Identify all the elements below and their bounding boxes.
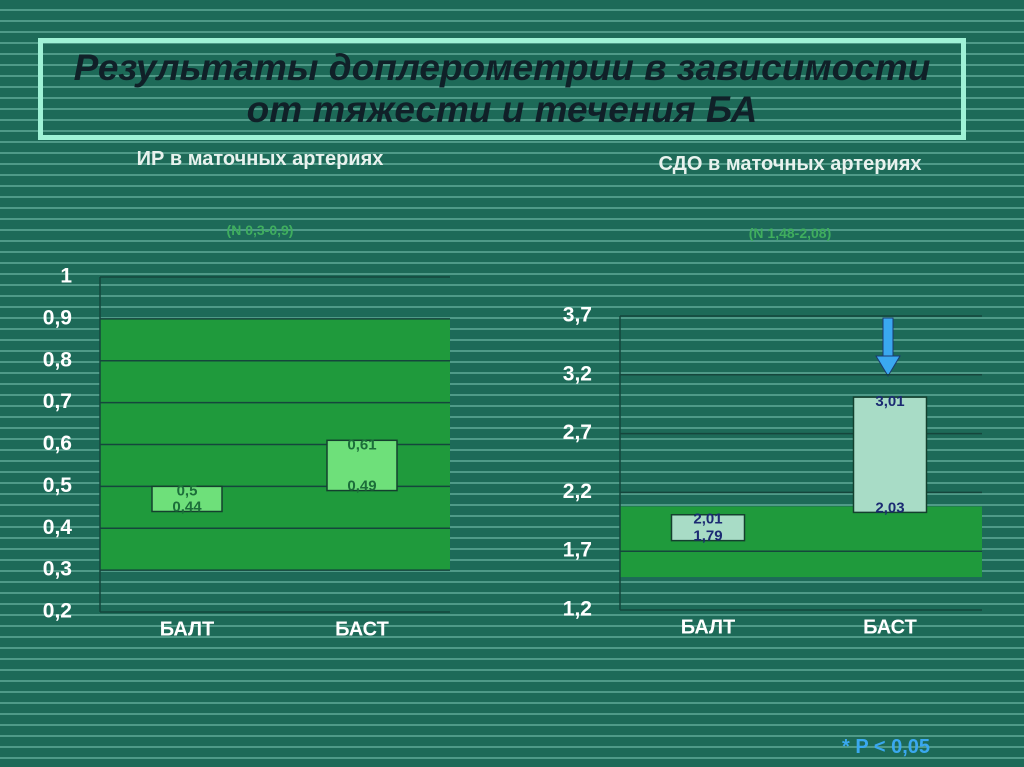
value-label: 0,49 xyxy=(347,478,376,495)
y-tick-label: 1,2 xyxy=(563,598,592,621)
value-label: 2,01 xyxy=(693,511,722,528)
y-tick-label: 2,2 xyxy=(563,480,592,503)
y-tick-label: 0,7 xyxy=(43,390,72,413)
y-tick-label: 1,7 xyxy=(563,539,592,562)
chart-subtitle: (N 1,48-2,08) xyxy=(748,225,832,241)
y-tick-label: 0,2 xyxy=(43,600,72,623)
y-tick-label: 0,9 xyxy=(43,306,72,329)
y-tick-label: 1 xyxy=(60,265,72,288)
x-tick-label: БАЛТ xyxy=(160,618,215,640)
y-tick-label: 3,7 xyxy=(563,304,592,327)
value-label: 0,61 xyxy=(347,436,376,453)
slide-title: Результаты доплерометрии в зависимости о… xyxy=(73,47,931,130)
bar xyxy=(852,396,928,514)
value-label: 0,44 xyxy=(172,498,202,515)
value-label: 2,03 xyxy=(875,499,904,516)
bar xyxy=(151,485,223,513)
value-label: 3,01 xyxy=(875,393,904,410)
value-label: 1,79 xyxy=(693,528,722,545)
x-tick-label: БАСТ xyxy=(863,616,917,638)
y-tick-label: 0,3 xyxy=(43,558,72,581)
chart-title: ИР в маточных артериях xyxy=(136,148,384,170)
y-tick-label: 0,8 xyxy=(43,348,73,371)
bar xyxy=(670,513,746,542)
x-tick-label: БАЛТ xyxy=(681,616,736,638)
arrow xyxy=(875,317,901,377)
title-box: Результаты доплерометрии в зависимости о… xyxy=(38,38,966,140)
chart-title: СДО в маточных артериях xyxy=(658,153,922,175)
value-label: 0,5 xyxy=(177,482,198,499)
y-tick-label: 0,6 xyxy=(43,432,72,455)
bar xyxy=(326,439,398,492)
footnote: * P < 0,05 xyxy=(842,736,931,758)
y-tick-label: 3,2 xyxy=(563,362,592,385)
y-tick-label: 2,7 xyxy=(563,421,592,444)
chart-subtitle: (N 0,3-0,9) xyxy=(226,222,294,238)
x-tick-label: БАСТ xyxy=(335,618,389,640)
y-tick-label: 0,4 xyxy=(43,516,73,539)
y-tick-label: 0,5 xyxy=(43,474,73,497)
